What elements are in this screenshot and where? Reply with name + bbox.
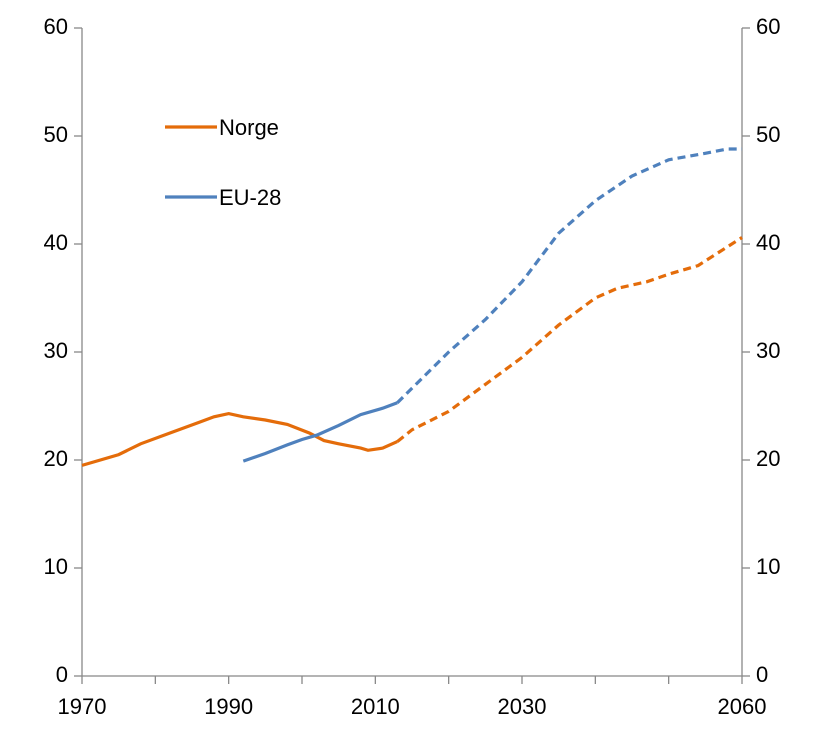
legend-label: EU-28 — [219, 185, 281, 210]
y2-tick-label: 60 — [756, 14, 780, 39]
y-tick-label: 60 — [44, 14, 68, 39]
series-line — [81, 411, 398, 467]
x-tick-label: 2010 — [351, 694, 400, 719]
projection-line — [396, 147, 742, 404]
y2-tick-label: 50 — [756, 122, 780, 147]
projection-line — [396, 236, 743, 443]
x-tick-label: 1970 — [58, 694, 107, 719]
series-line — [242, 401, 398, 463]
y2-tick-label: 0 — [756, 662, 768, 687]
y-tick-label: 20 — [44, 446, 68, 471]
y-tick-label: 50 — [44, 122, 68, 147]
legend-label: Norge — [219, 115, 279, 140]
y-tick-label: 40 — [44, 230, 68, 255]
y2-tick-label: 40 — [756, 230, 780, 255]
y-tick-label: 30 — [44, 338, 68, 363]
y2-tick-label: 10 — [756, 554, 780, 579]
y-tick-label: 10 — [44, 554, 68, 579]
x-tick-label: 1990 — [204, 694, 253, 719]
y2-tick-label: 30 — [756, 338, 780, 363]
y2-tick-label: 20 — [756, 446, 780, 471]
x-tick-label: 2030 — [498, 694, 547, 719]
y-tick-label: 0 — [56, 662, 68, 687]
x-tick-label: 2060 — [718, 694, 767, 719]
